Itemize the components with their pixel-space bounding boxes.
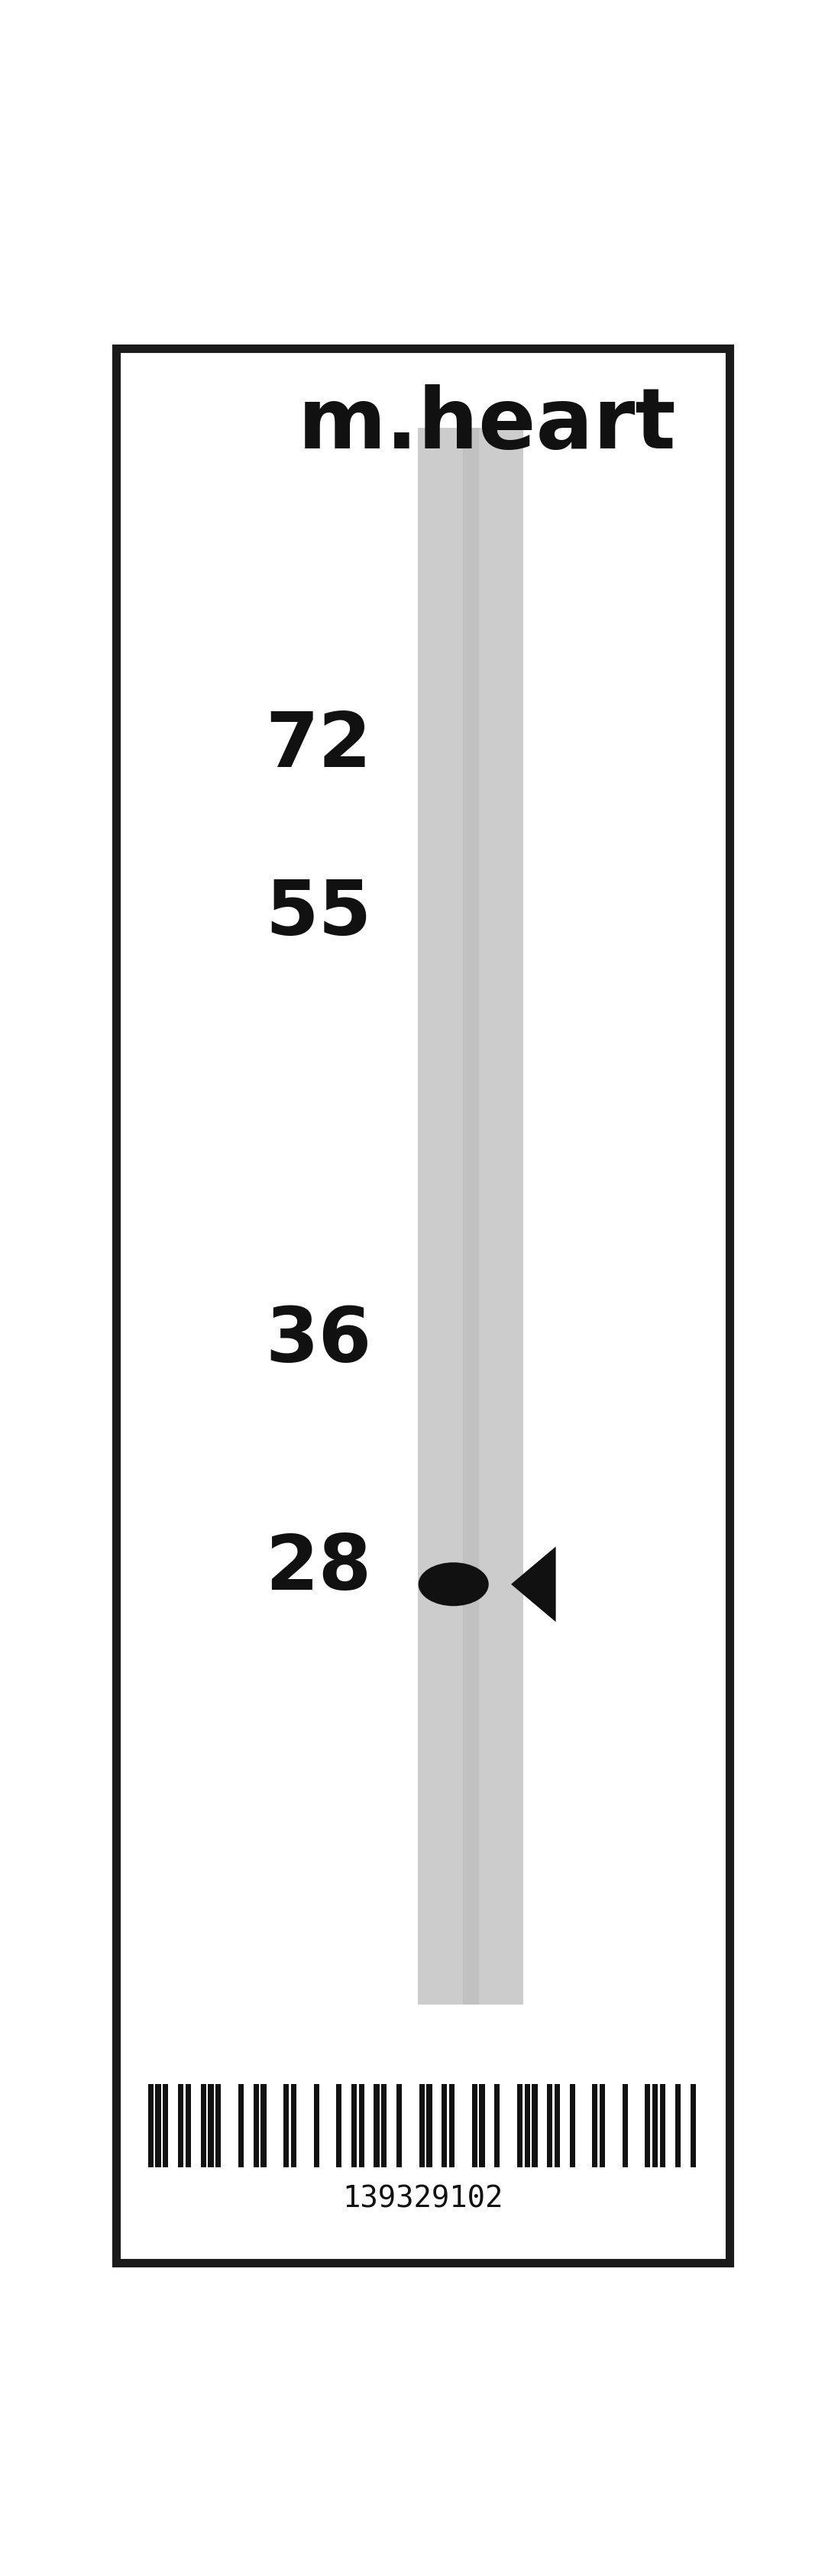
Text: 36: 36 [266,1303,371,1378]
Bar [178,2084,183,2166]
Bar [441,2084,447,2166]
Bar [427,2084,432,2166]
Bar [675,2084,681,2166]
Bar [200,2084,206,2166]
Bar [337,2084,342,2166]
Bar [691,2084,695,2166]
Bar [449,2084,455,2166]
Bar [419,2084,425,2166]
Bar [155,2084,161,2166]
Bar [600,2084,606,2166]
Ellipse shape [418,1564,488,1607]
Bar [351,2084,356,2166]
Bar [463,428,478,2004]
Bar [291,2084,296,2166]
Bar [660,2084,666,2166]
Bar [381,2084,387,2166]
Bar [570,2084,575,2166]
Bar [253,2084,259,2166]
Bar [494,2084,500,2166]
Bar [525,2084,530,2166]
Bar [186,2084,191,2166]
Bar [208,2084,214,2166]
Bar [479,2084,485,2166]
Bar [359,2084,364,2166]
Bar [653,2084,658,2166]
Bar [374,2084,380,2166]
Bar [313,2084,319,2166]
Bar [532,2084,537,2166]
Bar [163,2084,168,2166]
Bar [148,2084,153,2166]
Text: 72: 72 [266,708,371,783]
Bar [261,2084,266,2166]
Text: 55: 55 [266,876,371,951]
Bar [238,2084,243,2166]
Bar [645,2084,650,2166]
Bar [622,2084,628,2166]
Bar [517,2084,522,2166]
Bar [472,2084,477,2166]
Bar [592,2084,598,2166]
Bar [397,2084,402,2166]
Bar [215,2084,221,2166]
Text: 28: 28 [266,1533,371,1605]
Bar [554,2084,560,2166]
Text: m.heart: m.heart [298,384,676,466]
Bar [418,428,524,2004]
Bar [284,2084,289,2166]
Polygon shape [511,1546,556,1623]
Text: 139329102: 139329102 [342,2184,503,2213]
Bar [547,2084,553,2166]
